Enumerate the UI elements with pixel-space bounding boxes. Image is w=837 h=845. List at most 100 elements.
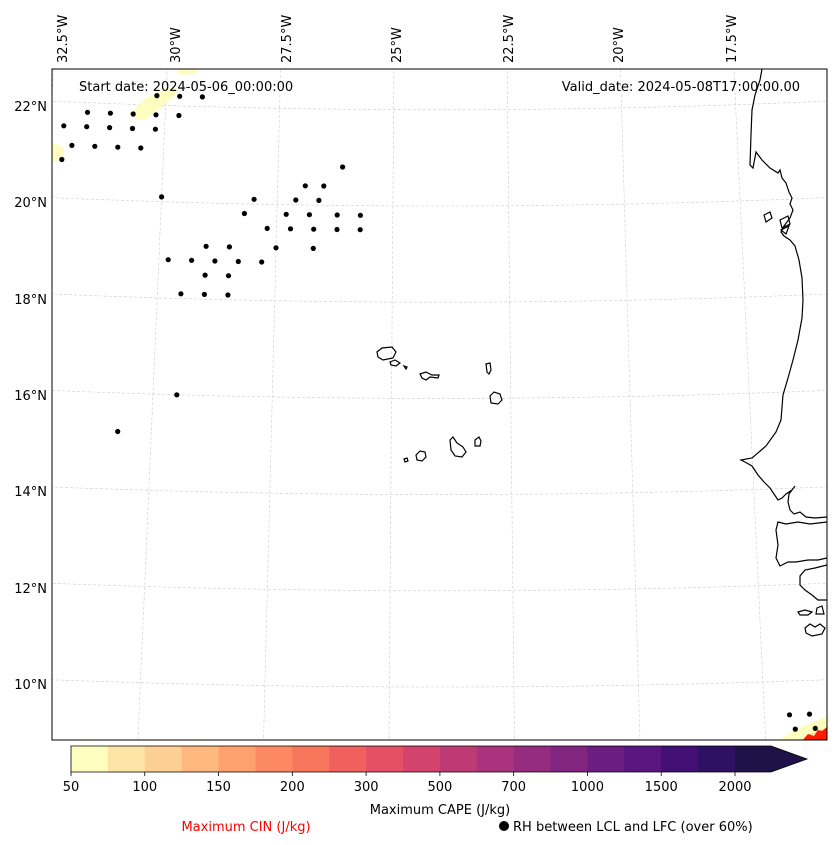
longitude-tick-label: 20°W [612,27,627,63]
colorbar-cell [144,746,183,772]
rh-dot [61,123,67,129]
colorbar-ticks: 50 100 150 200 300 500 700 1000 1500 2000 [63,772,752,795]
rh-dot [259,259,265,265]
rh-dot [189,257,195,263]
colorbar-cell [292,746,330,772]
rh-dot [159,194,165,200]
meridian-gridline [733,69,766,740]
latitude-tick-label: 18°N [14,293,47,308]
rh-dot [115,144,121,150]
rh-dot [59,156,65,163]
rh-dot [226,244,232,250]
parallel-gridline [52,679,827,688]
longitude-tick-label: 25°W [390,27,405,63]
colorbar-tick-label: 300 [354,780,379,795]
island-brava [403,457,409,463]
cape-region-nw [132,87,177,120]
rh-dot [287,226,294,232]
rh-dot [225,292,231,298]
rh-dot [130,111,136,117]
rh-dot [23,141,28,146]
cape-region-top [178,69,200,75]
colorbar-tick-label: 700 [501,780,526,795]
coastline-bissagos-1 [797,609,814,616]
rh-dot [357,212,363,218]
colorbar-tick-label: 150 [206,780,231,795]
latitude-tick-labels: 22°N 20°N 18°N 16°N 14°N 12°N 10°N [14,100,47,693]
colorbar-tick-label: 500 [427,780,452,795]
coastline-canary-islet [763,211,791,235]
rh-dot [264,225,270,231]
rh-dot [302,183,308,189]
rh-dot [115,428,121,435]
rh-dot [806,711,813,717]
coastline-bissagos-3 [804,623,826,637]
island-santo-antao [376,346,397,361]
colorbar-tick-label: 2000 [718,780,751,795]
rh-dot [138,145,144,151]
meridian-gridline [506,69,515,740]
rh-dot [107,110,113,116]
colorbar-cell [181,746,220,772]
map-frame [51,68,828,741]
rh-dot [251,196,257,202]
island-sao-vicente [389,359,402,367]
rh-dot [36,156,41,161]
rh-dot [84,124,90,130]
colorbar-cell [218,746,256,772]
map-area[interactable]: Start date: 2024-05-06_00:00:00 Valid_da… [0,53,837,759]
latitude-tick-label: 20°N [14,196,47,211]
colorbar-outline [70,745,809,773]
rh-legend: RH between LCL and LFC (over 60%) [499,820,753,835]
colorbar-cell [624,746,662,772]
colorbar-cell [513,746,552,772]
rh-dot [20,406,25,411]
meridian-gridline [263,69,281,740]
island-santiago [449,436,467,458]
cape-region-west [52,142,65,162]
rh-dot [30,411,35,416]
rh-dot [235,258,241,265]
rh-dot [202,272,208,278]
rh-dot [84,109,91,115]
cin-contour-se [803,727,827,740]
latitude-tick-label: 14°N [14,485,47,500]
parallel-gridline [52,100,827,111]
colorbar-tick-label: 100 [132,780,157,795]
rh-dot [201,291,207,297]
coastline-layer [376,69,827,637]
rh-dot [293,197,299,203]
colorbar-cell [439,746,478,772]
colorbar-cell [550,746,588,772]
colorbar-cell [661,746,699,772]
colorbar-tick-label: 1000 [571,780,604,795]
meridian-gridline [620,69,641,740]
rh-legend-label: RH between LCL and LFC (over 60%) [513,820,753,835]
meridian-gridline [388,69,395,740]
rh-dot [812,725,818,732]
latitude-tick-label: 12°N [14,582,47,597]
island-sao-nicolau [419,371,440,381]
longitude-tick-labels: 32.5°W 30°W 27.5°W 25°W 22.5°W 20°W 17.5°W [56,15,740,63]
rh-dot [225,273,232,279]
rh-dot [306,212,312,218]
rh-dot [310,245,316,251]
rh-dot [283,211,289,217]
parallel-gridline [52,293,827,303]
rh-dot [357,227,363,233]
rh-dot [827,711,832,716]
rh-dot [176,112,182,119]
island-fogo [415,450,427,462]
colorbar-cell [403,746,441,772]
gridlines [52,69,827,740]
rh-dot [321,183,327,189]
latitude-tick-label: 22°N [14,100,47,115]
rh-dot [177,93,183,99]
colorbar-cell [255,746,293,772]
colorbar-cells [70,745,809,773]
colorbar-tick-label: 200 [280,780,305,795]
rh-dot [199,94,205,100]
cin-legend-label: Maximum CIN (J/kg) [181,820,310,835]
coastline-africa [739,69,827,519]
